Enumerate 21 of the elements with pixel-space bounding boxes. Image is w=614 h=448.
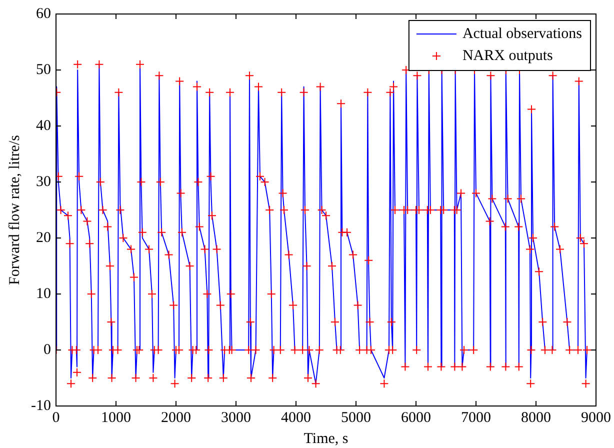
x-tick-label: 3000	[220, 410, 251, 426]
y-tick-label: -10	[30, 398, 51, 414]
x-tick-label: 8000	[521, 410, 551, 426]
x-tick-label: 5000	[341, 410, 371, 426]
legend-label: Actual observations	[462, 26, 582, 42]
x-tick-label: 6000	[401, 410, 431, 426]
x-tick-label: 7000	[461, 410, 491, 426]
x-axis-title: Time, s	[304, 430, 348, 447]
y-tick-label: 50	[36, 62, 51, 78]
y-tick-label: 60	[36, 6, 51, 22]
y-tick-label: 20	[36, 230, 51, 246]
x-tick-label: 2000	[160, 410, 191, 426]
y-tick-label: 40	[36, 118, 51, 134]
x-tick-label: 9000	[581, 410, 611, 426]
y-axis-title: Forward flow rate, litre/s	[6, 134, 23, 285]
legend-label: NARX outputs	[462, 48, 554, 64]
y-tick-label: 10	[36, 286, 51, 302]
x-tick-label: 4000	[280, 410, 311, 426]
x-tick-label: 1000	[100, 410, 131, 426]
y-tick-label: 30	[36, 174, 51, 190]
y-tick-label: 0	[43, 342, 51, 358]
